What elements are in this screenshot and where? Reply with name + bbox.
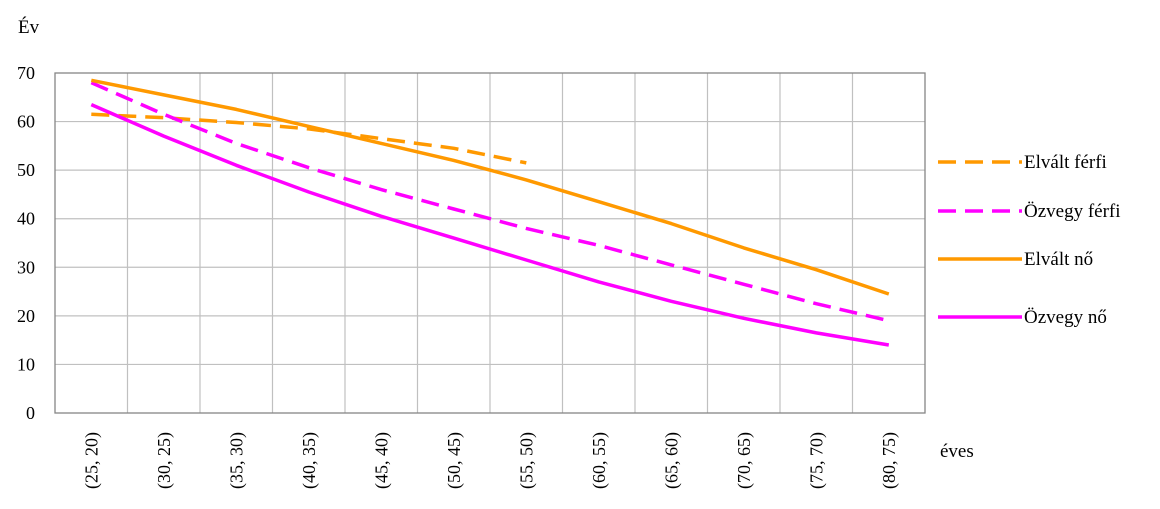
legend-label: Elvált férfi [1024,152,1107,173]
grid [55,73,925,413]
x-tick-label: (65, 60) [661,432,682,489]
x-tick-label: (55, 50) [516,432,537,489]
series-line-özvegy-nő [90,102,890,347]
x-tick-label: (35, 30) [226,432,247,489]
x-tick-label: (80, 75) [879,432,900,489]
y-tick-label: 50 [17,160,35,180]
y-tick-label: 60 [17,112,35,132]
x-tick-labels: (25, 20) (30, 25) (35, 30) (40, 35) (45, 40)… [81,432,900,489]
x-tick-label: (45, 40) [371,432,392,489]
y-tick-labels: 0 10 20 30 40 50 60 70 [17,63,35,423]
y-tick-label: 10 [17,354,35,374]
x-tick-label: (60, 55) [589,432,610,489]
y-tick-label: 70 [17,63,35,83]
plot-area-border [54,72,926,414]
y-tick-label: 40 [17,209,35,229]
series-lines [90,78,890,347]
x-axis-title: éves [940,441,974,462]
series-line-elvált-nő [90,78,890,296]
legend: Elvált férfi Özvegy férfi Elvált nő Özvegy … [938,152,1121,328]
y-tick-label: 20 [17,306,35,326]
series-line-elvált-férfi [91,112,527,165]
legend-label: Elvált nő [1024,249,1093,270]
x-tick-label: (40, 35) [299,432,320,489]
y-axis-title: Év [18,16,40,38]
x-tick-label: (25, 20) [81,432,102,489]
x-tick-label: (70, 65) [734,432,755,489]
y-tick-label: 0 [26,403,35,423]
x-tick-label: (30, 25) [154,432,175,489]
y-tick-label: 30 [17,257,35,277]
series-line-özvegy-férfi [90,81,890,323]
x-tick-label: (50, 45) [444,432,465,489]
legend-label: Özvegy nő [1024,307,1107,328]
x-tick-label: (75, 70) [806,432,827,489]
legend-label: Özvegy férfi [1024,201,1121,222]
